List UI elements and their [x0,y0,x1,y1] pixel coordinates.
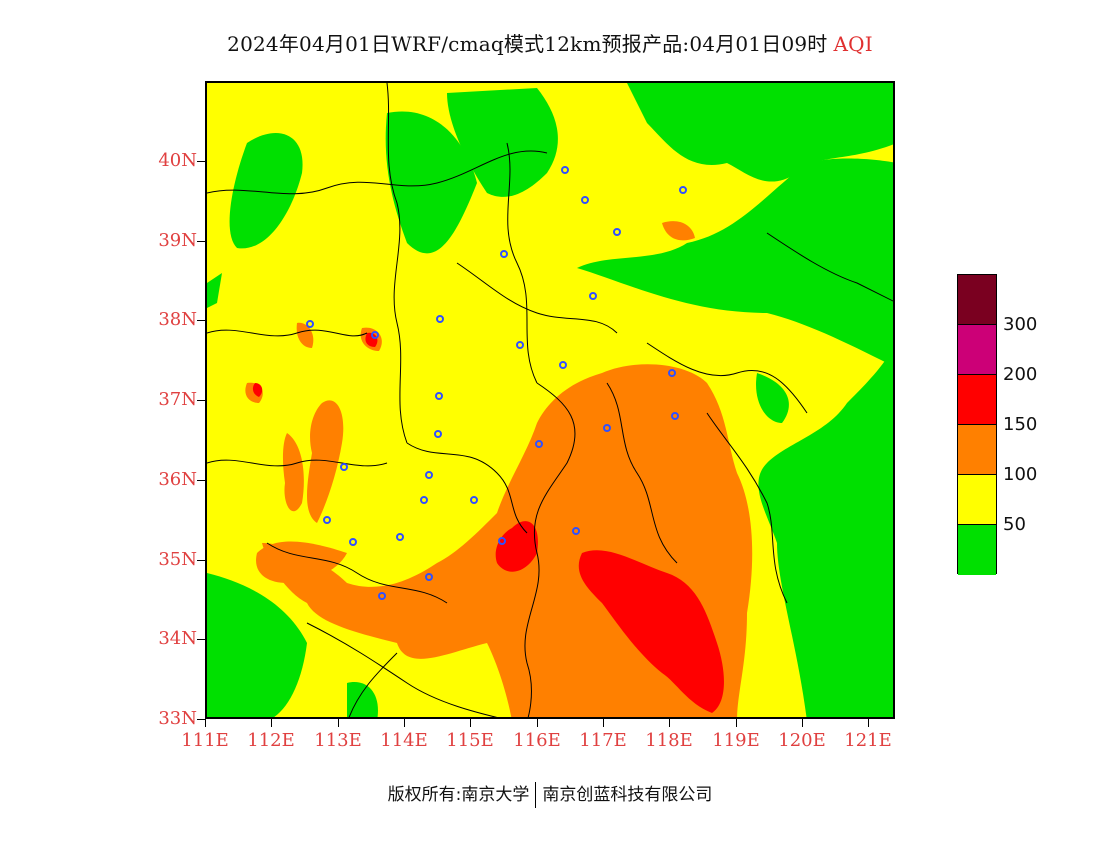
latitude-tick [197,719,205,720]
legend-swatch-unhealthy-sensitive [958,425,996,475]
longitude-label: 111E [181,730,229,751]
latitude-label: 40N [158,149,197,171]
latitude-tick [197,161,205,162]
legend-swatch-very-unhealthy [958,325,996,375]
good-aqi-regions [207,83,893,717]
longitude-label: 114E [380,730,428,751]
administrative-boundaries [207,83,893,717]
legend-swatch-good [958,525,996,575]
aqi-map [205,81,895,719]
longitude-tick [603,719,604,727]
legend-swatch-moderate [958,475,996,525]
legend-label-50: 50 [1003,514,1026,535]
longitude-label: 118E [645,730,693,751]
latitude-label: 37N [158,389,197,410]
longitude-label: 115E [446,730,494,751]
longitude-label: 121E [844,730,892,751]
latitude-label: 34N [158,628,197,650]
legend-swatch-hazardous [958,275,996,325]
legend-label-100: 100 [1003,464,1038,485]
latitude-label: 35N [158,548,197,570]
latitude-tick [197,480,205,481]
longitude-tick [470,719,471,727]
longitude-tick [205,719,206,727]
footer-separator [535,782,537,808]
copyright-footer: 版权所有:南京大学 南京创蓝科技有限公司 [0,780,1100,808]
longitude-label: 112E [247,730,295,751]
longitude-tick [537,719,538,727]
longitude-tick [669,719,670,727]
latitude-tick [197,400,205,401]
latitude-tick [197,560,205,561]
title-variable: AQI [833,32,873,56]
legend-label-150: 150 [1003,414,1038,435]
longitude-label: 113E [314,730,362,751]
latitude-label: 33N [158,708,197,729]
longitude-tick [338,719,339,727]
longitude-tick [404,719,405,727]
longitude-tick [271,719,272,727]
latitude-tick [197,241,205,242]
footer-company: 南京创蓝科技有限公司 [542,785,713,805]
longitude-tick [736,719,737,727]
latitude-label: 38N [158,309,197,331]
latitude-tick [197,639,205,640]
longitude-label: 116E [513,730,561,751]
title-main: 2024年04月01日WRF/cmaq模式12km预报产品:04月01日09时 [227,32,828,56]
aqi-field [207,83,893,717]
aqi-legend [957,274,997,575]
monitoring-stations [306,166,687,600]
map-title: 2024年04月01日WRF/cmaq模式12km预报产品:04月01日09时 A… [0,28,1100,57]
legend-label-200: 200 [1003,364,1038,385]
latitude-label: 39N [158,229,197,251]
legend-swatch-unhealthy [958,375,996,425]
unhealthy-regions [252,332,724,713]
longitude-label: 120E [778,730,826,751]
longitude-tick [802,719,803,727]
latitude-tick [197,320,205,321]
longitude-label: 117E [579,730,627,751]
longitude-label: 119E [712,730,760,751]
latitude-label: 36N [158,468,197,490]
footer-copyright: 版权所有:南京大学 [387,785,530,805]
longitude-tick [868,719,869,727]
legend-label-300: 300 [1003,314,1038,335]
